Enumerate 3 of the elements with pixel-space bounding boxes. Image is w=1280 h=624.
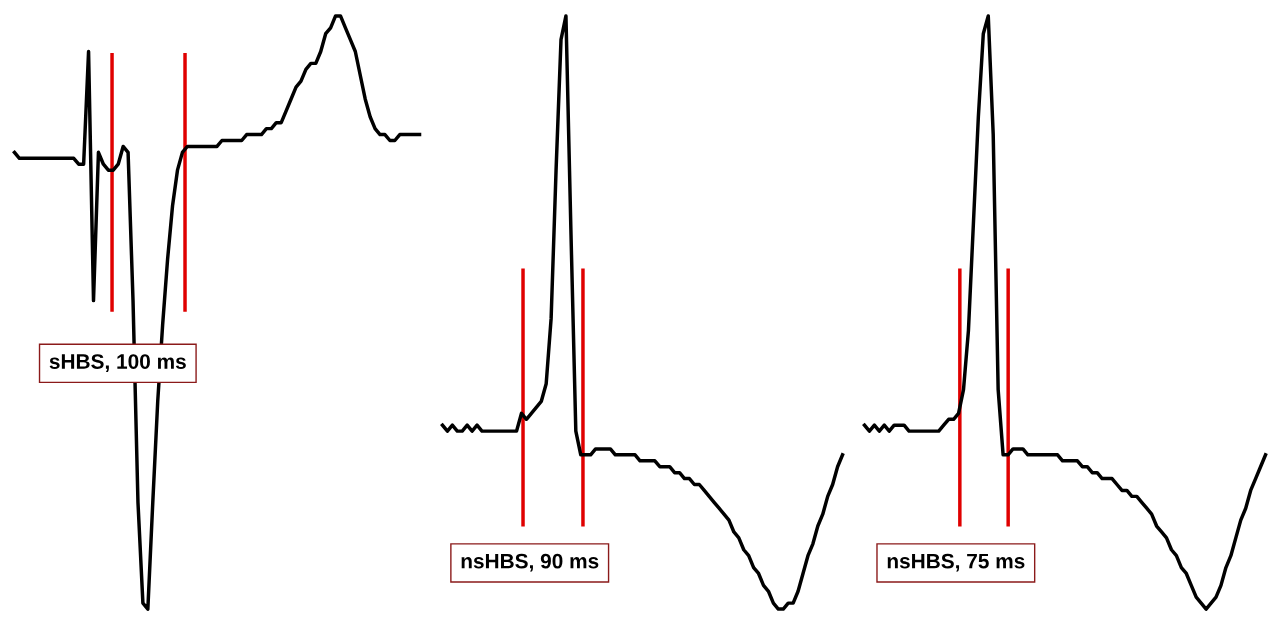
annotation: nsHBS, 75 ms <box>887 553 1025 572</box>
annotation: sHBS, 100 ms <box>49 354 186 372</box>
annotation: nsHBS, 90 ms <box>461 553 599 572</box>
